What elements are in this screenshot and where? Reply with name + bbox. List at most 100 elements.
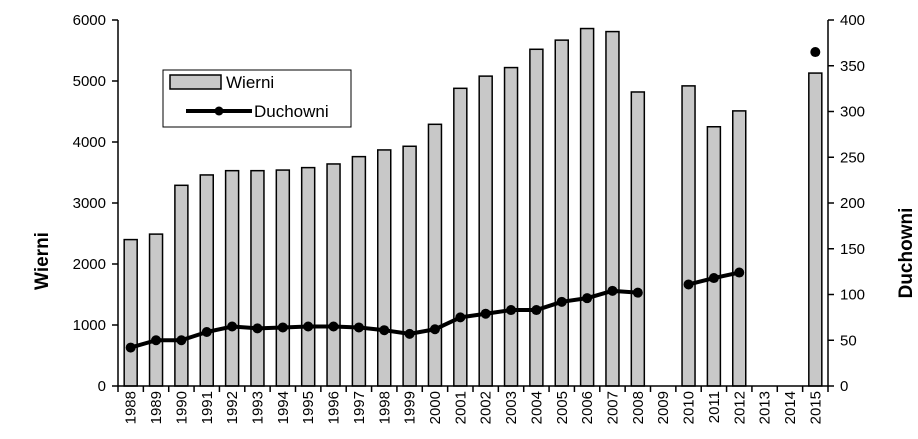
bar-wierni-1997 (351, 155, 367, 387)
x-tick-label-2009: 2009 (655, 391, 672, 424)
bar-wierni-2012 (732, 110, 747, 387)
point-duchowni-1998 (379, 325, 390, 336)
bar-wierni-2010 (681, 85, 696, 387)
y-tick-label-1000: 1000 (73, 317, 106, 334)
x-tick-label-1998: 1998 (376, 391, 393, 424)
axes: 0 1000 2000 3000 4000 5000 6000 0 50 100 150 200 250… (73, 12, 865, 424)
legend: Wierni Duchowni (162, 69, 352, 128)
point-duchowni-1990 (176, 335, 187, 346)
point-duchowni-2010 (683, 279, 694, 290)
y2-tick-label-300: 300 (840, 104, 865, 121)
bar-wierni-1995 (300, 166, 316, 387)
x-tick-label-2013: 2013 (757, 391, 774, 424)
bar-wierni-1996 (326, 163, 341, 387)
x-tick-label-2014: 2014 (782, 391, 799, 424)
y2-tick-label-50: 50 (840, 332, 857, 349)
point-duchowni-2004 (531, 305, 542, 316)
x-tick-label-2000: 2000 (427, 391, 444, 424)
y-axis-title: Wierni (32, 232, 53, 290)
x-tick-label-2002: 2002 (478, 391, 495, 424)
legend-swatch-wierni (169, 74, 222, 90)
y2-tick-label-0: 0 (840, 378, 848, 395)
x-tick-label-1994: 1994 (275, 391, 292, 424)
x-tick-label-1996: 1996 (326, 391, 343, 424)
point-duchowni-1988 (125, 342, 136, 353)
bar-wierni-1991 (199, 174, 214, 387)
bar-wierni-1992 (224, 169, 240, 387)
point-duchowni-2002 (480, 308, 491, 319)
x-tick-label-2001: 2001 (452, 391, 469, 424)
point-duchowni-1993 (252, 323, 263, 334)
x-tick-label-2008: 2008 (630, 391, 647, 424)
y-tick-label-0: 0 (98, 378, 106, 395)
x-tick-label-1989: 1989 (148, 391, 165, 424)
bar-wierni-1993 (250, 169, 265, 387)
x-tick-label-1991: 1991 (199, 391, 216, 424)
point-duchowni-2000 (429, 324, 440, 335)
x-tick-label-1988: 1988 (123, 391, 140, 424)
y-tick-label-3000: 3000 (73, 195, 106, 212)
bar-wierni-1988 (123, 238, 138, 387)
bar-wierni-1989 (148, 233, 164, 387)
x-tick-label-2015: 2015 (807, 391, 824, 424)
bar-wierni-2008 (630, 91, 646, 387)
x-tick-label-1990: 1990 (173, 391, 190, 424)
point-duchowni-2012 (734, 267, 745, 278)
point-duchowni-2008 (632, 287, 643, 298)
x-tick-label-2004: 2004 (528, 391, 545, 424)
legend-marker-duchowni (214, 106, 224, 116)
bar-wierni-2004 (529, 48, 544, 387)
x-tick-label-1999: 1999 (402, 391, 419, 424)
bar-wierni-1999 (402, 145, 417, 387)
point-duchowni-2003 (506, 305, 517, 316)
x-tick-label-2007: 2007 (604, 391, 621, 424)
bar-wierni-2006 (579, 27, 595, 387)
point-duchowni-1991 (201, 327, 212, 338)
bar-wierni-2001 (453, 87, 468, 387)
x-tick-label-2010: 2010 (681, 391, 698, 424)
bar-wierni-1998 (377, 149, 392, 387)
bar-wierni-1990 (174, 184, 189, 387)
point-duchowni-1992 (227, 321, 238, 332)
point-duchowni-2015 (810, 47, 821, 58)
y2-tick-label-350: 350 (840, 58, 865, 75)
point-duchowni-2007 (607, 285, 618, 296)
x-tick-label-2003: 2003 (503, 391, 520, 424)
x-tick-label-2011: 2011 (706, 391, 723, 423)
point-duchowni-1996 (328, 321, 339, 332)
bar-wierni-2003 (503, 66, 519, 387)
x-tick-label-1992: 1992 (224, 391, 241, 424)
y2-tick-label-150: 150 (840, 241, 865, 258)
y-tick-label-6000: 6000 (73, 12, 106, 29)
bar-wierni-2007 (605, 30, 620, 387)
y2-tick-label-100: 100 (840, 287, 865, 304)
y2-tick-label-200: 200 (840, 195, 865, 212)
legend-label-wierni: Wierni (226, 73, 274, 92)
x-tick-label-1997: 1997 (351, 391, 368, 424)
legend-label-duchowni: Duchowni (254, 102, 329, 121)
bar-wierni-2000 (427, 123, 443, 387)
bar-wierni-2015 (808, 72, 823, 387)
y-tick-label-5000: 5000 (73, 73, 106, 90)
y-tick-label-4000: 4000 (73, 134, 106, 151)
y-tick-label-2000: 2000 (73, 256, 106, 273)
point-duchowni-1999 (404, 328, 415, 339)
point-duchowni-2006 (582, 293, 593, 304)
x-tick-label-2012: 2012 (731, 391, 748, 424)
bar-wierni-1994 (275, 169, 291, 387)
point-duchowni-1994 (277, 322, 288, 333)
x-tick-label-2006: 2006 (579, 391, 596, 424)
point-duchowni-1997 (353, 322, 364, 333)
point-duchowni-1989 (151, 335, 162, 346)
x-tick-label-2005: 2005 (554, 391, 571, 424)
y2-tick-label-250: 250 (840, 149, 865, 166)
x-tick-label-1995: 1995 (300, 391, 317, 424)
y2-tick-label-400: 400 (840, 12, 865, 29)
plot-area (123, 27, 823, 387)
point-duchowni-2005 (556, 296, 567, 307)
bar-wierni-2011 (706, 126, 722, 387)
bar-wierni-2002 (478, 75, 493, 387)
point-duchowni-1995 (303, 321, 314, 332)
point-duchowni-2001 (455, 312, 466, 323)
